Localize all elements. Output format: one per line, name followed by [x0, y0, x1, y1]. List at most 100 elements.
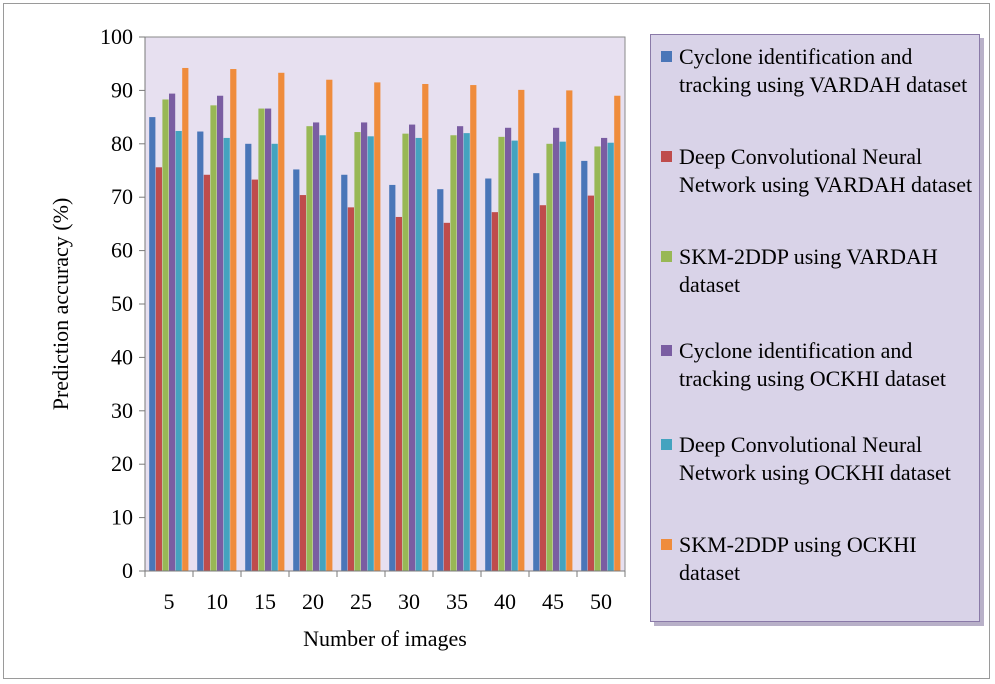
bar-s3-15 [258, 108, 265, 571]
x-tick-label-10: 10 [206, 589, 228, 614]
legend-swatch-5 [661, 439, 672, 450]
x-axis-label: Number of images [303, 626, 467, 651]
y-tick-label-70: 70 [111, 184, 133, 209]
legend-label-5: Deep Convolutional Neural Network using … [679, 432, 951, 485]
legend-label-4: Cyclone identification and tracking usin… [679, 338, 946, 391]
bar-s6-5 [182, 67, 189, 571]
bar-s2-30 [395, 216, 402, 571]
bar-s5-5 [175, 130, 182, 572]
bar-s2-50 [587, 195, 594, 571]
legend: Cyclone identification and tracking usin… [650, 34, 980, 622]
bar-s6-35 [470, 85, 477, 571]
bar-s5-10 [223, 137, 230, 571]
bar-s4-15 [265, 108, 272, 571]
bar-s3-35 [450, 135, 457, 571]
x-tick-label-40: 40 [494, 589, 516, 614]
bar-s6-20 [326, 79, 333, 571]
bar-s4-30 [409, 124, 416, 571]
bar-s6-50 [614, 95, 621, 572]
bar-s3-5 [162, 99, 169, 571]
y-tick-label-90: 90 [111, 77, 133, 102]
bar-s5-25 [367, 136, 374, 571]
legend-label-1: Cyclone identification and tracking usin… [679, 44, 968, 97]
y-tick-label-60: 60 [111, 238, 133, 263]
axes-group: 0 10 20 30 40 50 60 70 80 90 100 5 10 15 20 25 30 35 40 45 5… [100, 24, 626, 614]
bar-s4-10 [217, 95, 224, 572]
bar-s1-40 [485, 178, 492, 571]
y-tick-label-40: 40 [111, 344, 133, 369]
bar-s3-10 [210, 105, 217, 571]
bar-s4-5 [169, 93, 176, 571]
legend-swatch-1 [661, 51, 672, 62]
bar-s1-30 [389, 184, 396, 572]
bar-s6-40 [518, 89, 525, 572]
bar-s1-35 [437, 189, 444, 571]
bar-s3-45 [546, 143, 553, 572]
bar-s3-20 [306, 126, 313, 572]
x-tick-label-30: 30 [398, 589, 420, 614]
bar-s5-15 [271, 143, 278, 572]
bar-s5-35 [463, 133, 470, 571]
y-tick-label-10: 10 [111, 505, 133, 530]
y-tick-label-100: 100 [100, 24, 133, 49]
y-tick-label-0: 0 [122, 558, 133, 583]
y-axis-label: Prediction accuracy (%) [48, 198, 73, 411]
x-tick-label-25: 25 [350, 589, 372, 614]
bar-s5-45 [559, 141, 566, 571]
bar-s6-10 [230, 69, 237, 571]
bar-s6-15 [278, 72, 285, 571]
x-tick-label-15: 15 [254, 589, 276, 614]
bar-s1-10 [197, 131, 204, 571]
bar-s4-35 [457, 126, 464, 572]
legend-label-6: SKM-2DDP using OCKHI dataset [679, 532, 917, 585]
bar-s5-50 [607, 142, 614, 572]
legend-swatch-4 [661, 345, 672, 356]
bar-s2-15 [251, 179, 258, 571]
bars-group [149, 67, 621, 572]
legend-swatch-3 [661, 251, 672, 262]
bar-s3-40 [498, 136, 505, 572]
bar-s3-50 [594, 146, 601, 571]
y-tick-label-30: 30 [111, 398, 133, 423]
bar-s4-45 [553, 127, 560, 571]
bar-s2-5 [155, 167, 162, 572]
bar-s2-35 [443, 222, 450, 571]
bar-s1-25 [341, 174, 348, 571]
bar-s3-30 [402, 133, 409, 571]
bar-s5-20 [319, 135, 326, 571]
bar-s1-5 [149, 117, 156, 571]
y-tick-label-50: 50 [111, 291, 133, 316]
x-tick-label-45: 45 [542, 589, 564, 614]
x-tick-label-20: 20 [302, 589, 324, 614]
bar-s2-20 [299, 195, 306, 571]
bar-s5-40 [511, 140, 518, 571]
bar-s2-45 [539, 205, 546, 571]
bar-s4-40 [505, 127, 512, 571]
bar-s1-20 [293, 169, 300, 571]
bar-s1-50 [581, 160, 588, 571]
legend-label-3: SKM-2DDP using VARDAH dataset [679, 244, 938, 297]
bar-s1-45 [533, 173, 540, 572]
y-tick-label-80: 80 [111, 131, 133, 156]
x-tick-label-35: 35 [446, 589, 468, 614]
x-tick-label-50: 50 [590, 589, 612, 614]
bar-s4-50 [601, 137, 608, 571]
legend-swatch-2 [661, 151, 672, 162]
bar-s5-30 [415, 137, 422, 571]
bar-s2-40 [491, 212, 498, 571]
bar-s2-25 [347, 207, 354, 571]
bar-s1-15 [245, 143, 252, 572]
x-tick-label-5: 5 [164, 589, 175, 614]
bar-s4-25 [361, 122, 368, 571]
bar-s6-25 [374, 82, 381, 571]
bar-s4-20 [313, 122, 320, 571]
bar-s6-45 [566, 90, 573, 572]
bar-s2-10 [203, 174, 210, 571]
bar-s6-30 [422, 83, 429, 572]
legend-label-2: Deep Convolutional Neural Network using … [679, 144, 973, 197]
y-tick-label-20: 20 [111, 451, 133, 476]
legend-swatch-6 [661, 539, 672, 550]
bar-s3-25 [354, 132, 361, 572]
